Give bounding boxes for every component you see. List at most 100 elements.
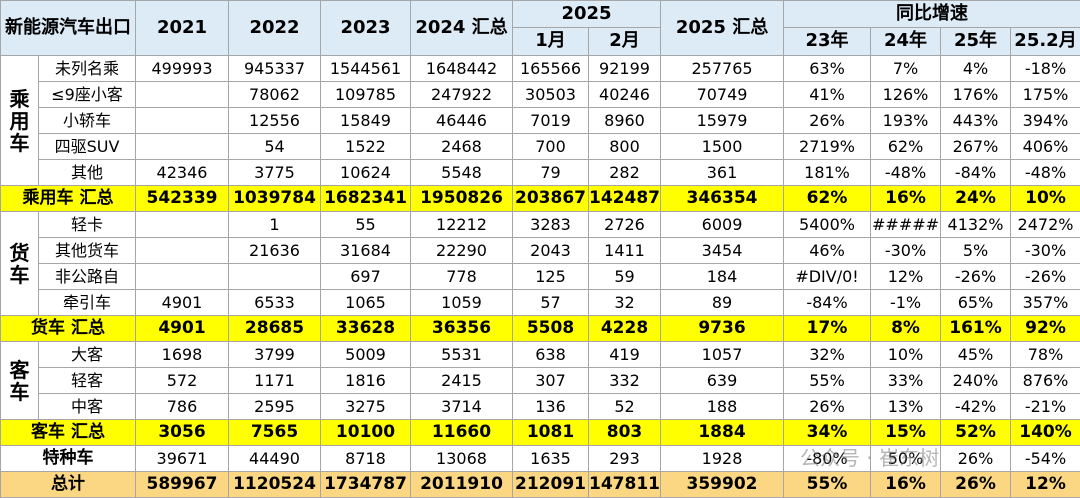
- data-cell: 293: [587, 445, 662, 472]
- summary-label: 乘用车 汇总: [0, 185, 136, 212]
- data-cell: 3714: [410, 393, 513, 420]
- data-cell: 36356: [410, 315, 513, 342]
- data-cell: -80%: [783, 445, 872, 472]
- data-cell: 13068: [410, 445, 513, 472]
- data-cell: 62%: [870, 133, 942, 160]
- table-row: 客车 大客 1698 3799 5009 5531 638 419 1057 32% 10% 45% 7…: [0, 341, 1080, 420]
- header-group: 同比增速: [783, 0, 1080, 28]
- data-cell: 2595: [228, 393, 321, 420]
- data-cell: 9736: [660, 315, 785, 342]
- data-cell: [228, 263, 321, 290]
- data-cell: 79: [512, 159, 589, 186]
- header-cell: 24年: [870, 27, 942, 56]
- data-cell: 26%: [783, 393, 872, 420]
- data-cell: 3454: [660, 237, 785, 264]
- data-cell: 572: [135, 367, 229, 394]
- data-cell: 1682341: [320, 185, 411, 212]
- data-cell: 1411: [587, 237, 662, 264]
- data-cell: 4901: [135, 289, 229, 316]
- table-row: 轻客 572 1171 1816 2415 307 332 639 55% 33% 240% 876%: [1, 367, 1080, 394]
- data-cell: 2011910: [410, 471, 513, 498]
- data-cell: [135, 107, 229, 134]
- header-cell: 2023: [320, 0, 411, 56]
- data-cell: 394%: [1010, 107, 1080, 134]
- data-cell: 1635: [512, 445, 589, 472]
- data-cell: 12%: [870, 263, 942, 290]
- data-cell: 357%: [1010, 289, 1080, 316]
- summary-label: 货车 汇总: [0, 315, 136, 342]
- row-label: 牵引车: [38, 289, 136, 316]
- data-cell: 359902: [660, 471, 785, 498]
- data-cell: 945337: [228, 55, 321, 82]
- data-cell: 257765: [660, 55, 785, 82]
- table-row: 其他 42346 3775 10624 5548 79 282 361 181% -48% -84%…: [1, 159, 1080, 186]
- data-cell: [135, 263, 229, 290]
- data-cell: 7019: [512, 107, 589, 134]
- data-cell: 2043: [512, 237, 589, 264]
- data-cell: 165566: [512, 55, 589, 82]
- data-cell: 6533: [228, 289, 321, 316]
- table-row: 货车 轻卡 1 55 12212 3283 2726 6009 5400% ##### 4132% 2…: [0, 211, 1080, 316]
- data-cell: 10%: [870, 341, 942, 368]
- data-cell: 361: [660, 159, 785, 186]
- data-cell: 188: [660, 393, 785, 420]
- table-row: 小轿车 12556 15849 46446 7019 8960 15979 26% 193% 44…: [1, 107, 1080, 134]
- data-cell: 12%: [1010, 471, 1080, 498]
- data-cell: 7%: [870, 55, 942, 82]
- data-cell: 406%: [1010, 133, 1080, 160]
- header-cell: 2025 汇总: [660, 0, 785, 56]
- data-cell: 2468: [410, 133, 513, 160]
- data-cell: 1950826: [410, 185, 513, 212]
- data-cell: 5400%: [783, 211, 872, 238]
- data-cell: 26%: [940, 471, 1012, 498]
- data-cell: 203867: [512, 185, 589, 212]
- data-cell: 1816: [320, 367, 411, 394]
- data-cell: 1698: [135, 341, 229, 368]
- data-cell: 33628: [320, 315, 411, 342]
- data-cell: -26%: [940, 263, 1012, 290]
- data-cell: 32: [587, 289, 662, 316]
- data-cell: 136: [512, 393, 589, 420]
- data-cell: 589967: [135, 471, 229, 498]
- header-cell: 25年: [940, 27, 1012, 56]
- data-cell: -30%: [870, 237, 942, 264]
- data-cell: 443%: [940, 107, 1012, 134]
- row-label: 特种车: [0, 445, 136, 472]
- data-cell: [135, 81, 229, 108]
- data-cell: 542339: [135, 185, 229, 212]
- data-cell: 55: [320, 211, 411, 238]
- data-cell: 62%: [783, 185, 872, 212]
- data-cell: 22290: [410, 237, 513, 264]
- data-cell: 6009: [660, 211, 785, 238]
- data-cell: 24%: [940, 185, 1012, 212]
- data-cell: 3775: [228, 159, 321, 186]
- row-label: 其他: [38, 159, 136, 186]
- data-cell: 10100: [320, 419, 411, 446]
- data-cell: [135, 211, 229, 238]
- table-row: 总计 589967 1120524 1734787 2011910 212091 14781…: [0, 471, 1080, 498]
- table-row: 客车 汇总 3056 7565 10100 11660 1081 803 1884 34% 15%…: [0, 419, 1080, 446]
- data-cell: 26%: [940, 445, 1012, 472]
- data-cell: 240%: [940, 367, 1012, 394]
- data-cell: 63%: [783, 55, 872, 82]
- data-cell: 33%: [870, 367, 942, 394]
- data-cell: 2415: [410, 367, 513, 394]
- data-cell: 2726: [587, 211, 662, 238]
- data-cell: -21%: [1010, 393, 1080, 420]
- data-cell: 1120524: [228, 471, 321, 498]
- data-cell: 147811: [587, 471, 662, 498]
- row-label: 四驱SUV: [38, 133, 136, 160]
- data-cell: 3799: [228, 341, 321, 368]
- data-cell: 17%: [783, 315, 872, 342]
- data-cell: 778: [410, 263, 513, 290]
- data-cell: 8718: [320, 445, 411, 472]
- data-cell: 2719%: [783, 133, 872, 160]
- table-row: 牵引车 4901 6533 1065 1059 57 32 89 -84% -1% 65% 357%: [1, 289, 1080, 316]
- group-label: 货车: [0, 211, 39, 316]
- data-cell: 175%: [1010, 81, 1080, 108]
- data-cell: 11660: [410, 419, 513, 446]
- data-cell: 2472%: [1010, 211, 1080, 238]
- data-cell: 193%: [870, 107, 942, 134]
- data-cell: -1%: [870, 289, 942, 316]
